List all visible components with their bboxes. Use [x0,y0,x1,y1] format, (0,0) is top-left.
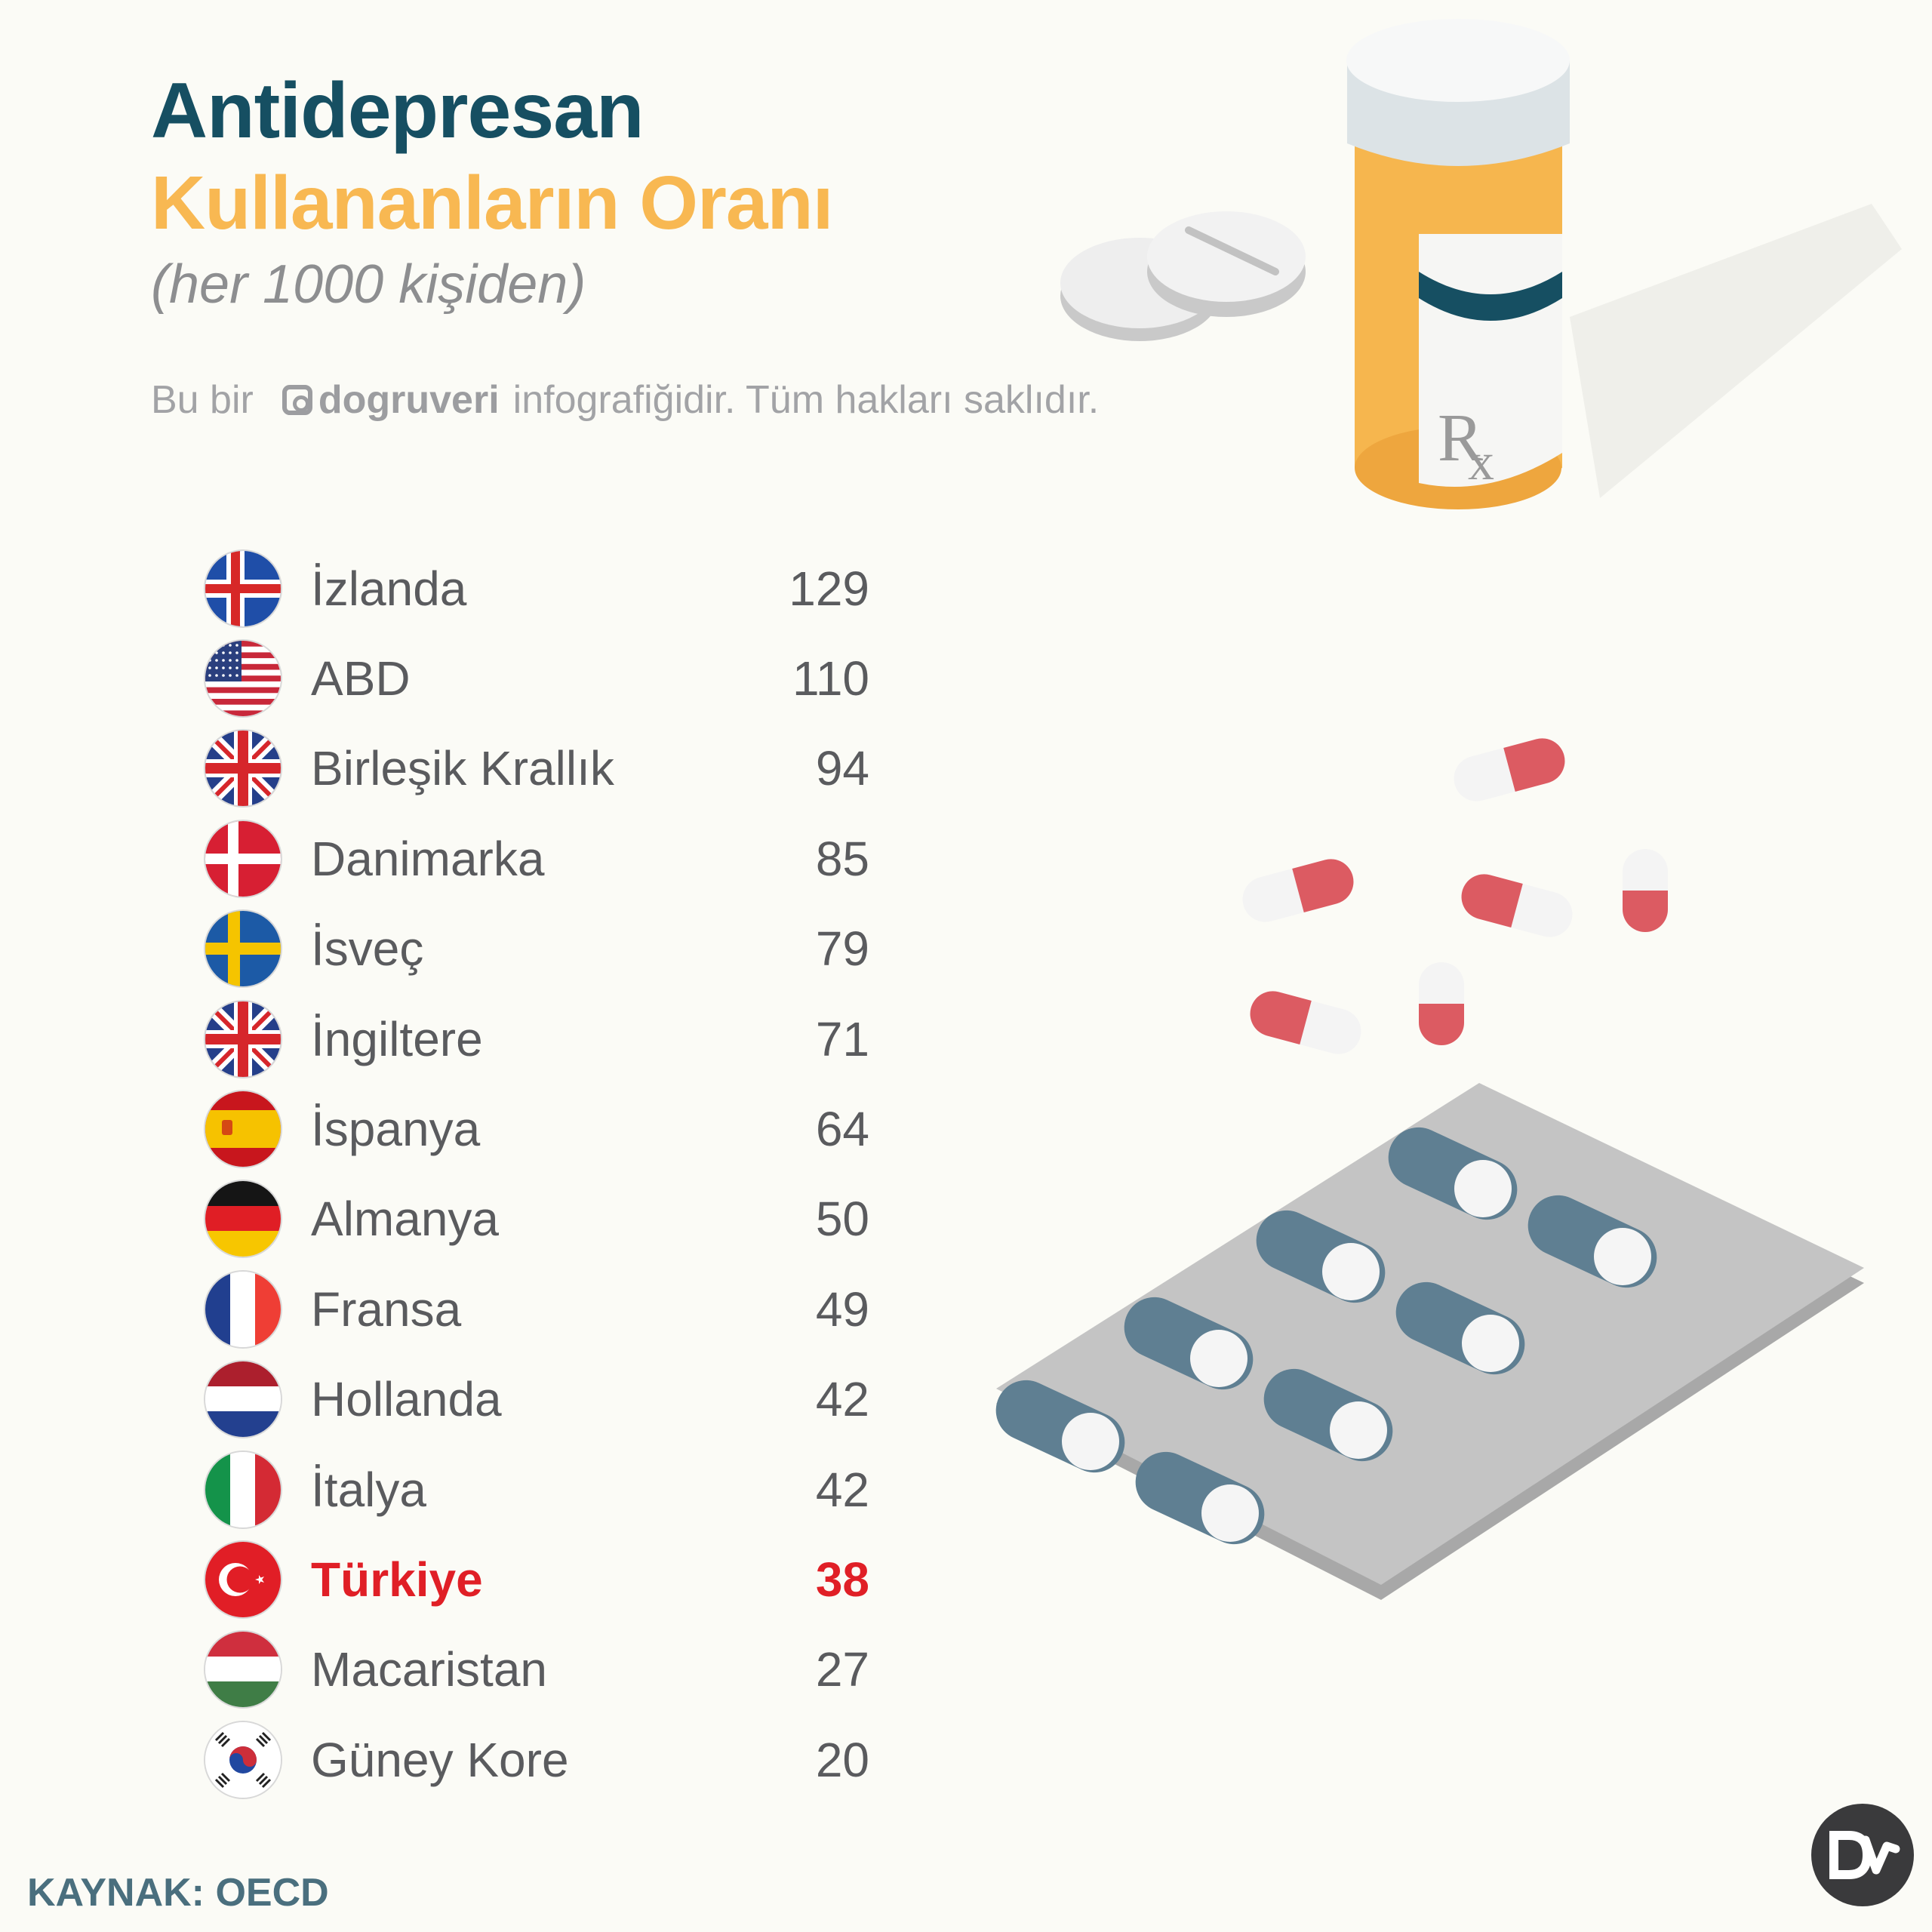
france-flag-icon [205,1271,281,1347]
table-row: Danimarka 85 [205,814,960,903]
table-row: İtalya 42 [205,1444,960,1534]
source-label: KAYNAK: OECD [27,1871,329,1915]
country-value: 50 [815,1192,869,1247]
credit-suffix: infografiğidir. Tüm hakları saklıdır. [512,378,1100,422]
title-line-1: Antidepresan [151,67,645,155]
country-name: İsveç [311,921,424,977]
instagram-icon [281,385,312,415]
iceland-flag-icon [205,550,281,626]
country-value: 42 [815,1462,869,1517]
country-value: 38 [815,1552,869,1607]
credit-prefix: Bu bir [151,378,254,422]
table-row: Türkiye 38 [205,1534,960,1624]
credit-brand: dogruveri [318,378,500,422]
country-value: 49 [815,1281,869,1337]
germany-flag-icon [205,1181,281,1257]
country-name: Güney Kore [311,1732,569,1787]
country-value: 129 [789,561,869,616]
usa-flag-icon [205,641,281,717]
country-value: 94 [815,741,869,796]
italy-flag-icon [205,1451,281,1527]
turkey-flag-icon [205,1541,281,1617]
table-row: Almanya 50 [205,1174,960,1264]
table-row: Macaristan 27 [205,1625,960,1715]
title-line-2: Kullananların Oranı [151,161,833,245]
country-name: ABD [311,651,411,706]
table-row: ABD 110 [205,633,960,723]
country-value: 64 [815,1102,869,1157]
country-name: İzlanda [311,561,467,616]
country-name: İtalya [311,1462,426,1517]
subtitle: (her 1000 kişiden) [151,254,586,315]
dogruveri-logo-icon [1811,1804,1914,1906]
sweden-flag-icon [205,911,281,987]
spain-flag-icon [205,1091,281,1168]
pill-bottle-icon: R x [1346,19,1570,509]
country-name: Danimarka [311,831,545,886]
credit-line: Bu bir dogruveri infografiğidir. Tüm hak… [151,377,1099,423]
country-name: İngiltere [311,1011,483,1066]
tablet-icon [1060,211,1306,341]
denmark-flag-icon [205,820,281,897]
svg-text:x: x [1468,433,1494,491]
uk-flag-icon [205,731,281,807]
table-row: Birleşik Krallık 94 [205,724,960,814]
country-value: 20 [815,1732,869,1787]
table-row: Güney Kore 20 [205,1715,960,1804]
country-table: İzlanda 129 ABD 110 Birleşik Krallık 94 Danima… [205,543,960,1804]
table-row: Fransa 49 [205,1264,960,1354]
uk-flag-icon [205,1001,281,1077]
netherlands-flag-icon [205,1361,281,1438]
country-value: 42 [815,1372,869,1427]
table-row: İspanya 64 [205,1084,960,1174]
country-name: Almanya [311,1192,499,1247]
country-name: İspanya [311,1102,481,1157]
country-name: Macaristan [311,1642,547,1697]
table-row: İngiltere 71 [205,994,960,1084]
south-korea-flag-icon [205,1721,281,1798]
capsule-icon [1242,738,1668,1054]
country-name: Türkiye [311,1552,483,1607]
table-row: İzlanda 129 [205,543,960,633]
hungary-flag-icon [205,1632,281,1708]
country-value: 85 [815,831,869,886]
country-name: Fransa [311,1281,462,1337]
country-value: 27 [815,1642,869,1697]
svg-text:R: R [1438,401,1483,475]
country-name: Hollanda [311,1372,502,1427]
table-row: Hollanda 42 [205,1355,960,1444]
country-value: 110 [792,651,869,706]
table-row: İsveç 79 [205,904,960,994]
country-value: 79 [815,921,869,977]
country-value: 71 [815,1011,869,1066]
country-name: Birleşik Krallık [311,741,614,796]
blister-pack-icon [995,1083,1864,1600]
